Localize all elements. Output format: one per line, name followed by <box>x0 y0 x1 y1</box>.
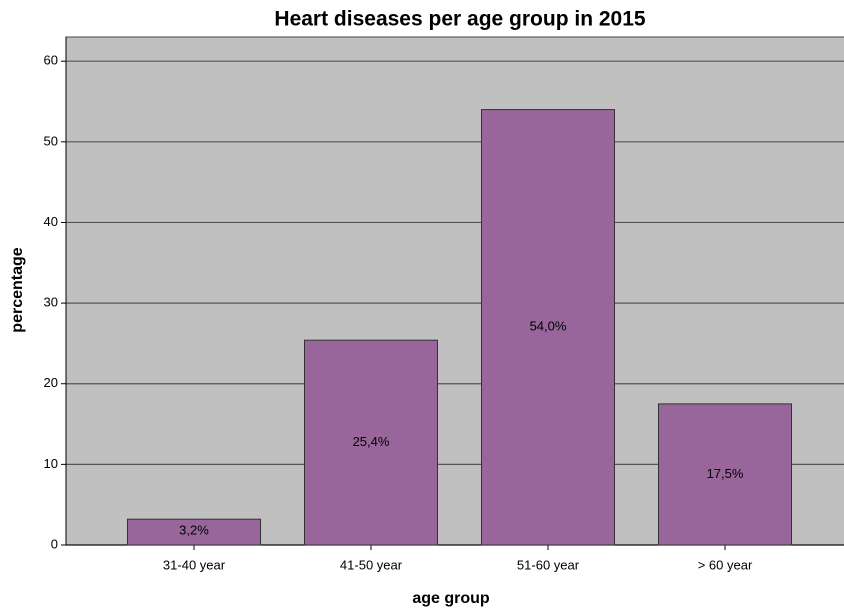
bar <box>127 518 261 546</box>
y-tick-label: 0 <box>51 536 58 551</box>
value-label: 54,0% <box>530 319 567 334</box>
y-tick-label: 40 <box>44 214 58 229</box>
y-tick-label: 10 <box>44 456 58 471</box>
value-label: 25,4% <box>353 434 390 449</box>
x-tick-label: 41-50 year <box>340 557 403 572</box>
bar <box>658 403 792 546</box>
y-axis-label: percentage <box>9 247 26 332</box>
x-tick-label: 51-60 year <box>517 557 580 572</box>
value-label: 3,2% <box>179 523 209 538</box>
bar <box>481 109 615 546</box>
chart-title: Heart diseases per age group in 2015 <box>274 8 645 31</box>
x-tick-label: 31-40 year <box>163 557 226 572</box>
x-tick-label: > 60 year <box>698 557 753 572</box>
x-axis-label: age group <box>412 590 490 607</box>
value-label: 17,5% <box>707 466 744 481</box>
y-tick-label: 20 <box>44 375 58 390</box>
y-tick-label: 30 <box>44 295 58 310</box>
y-tick-label: 60 <box>44 53 58 68</box>
y-tick-label: 50 <box>44 133 58 148</box>
bar <box>304 339 438 546</box>
